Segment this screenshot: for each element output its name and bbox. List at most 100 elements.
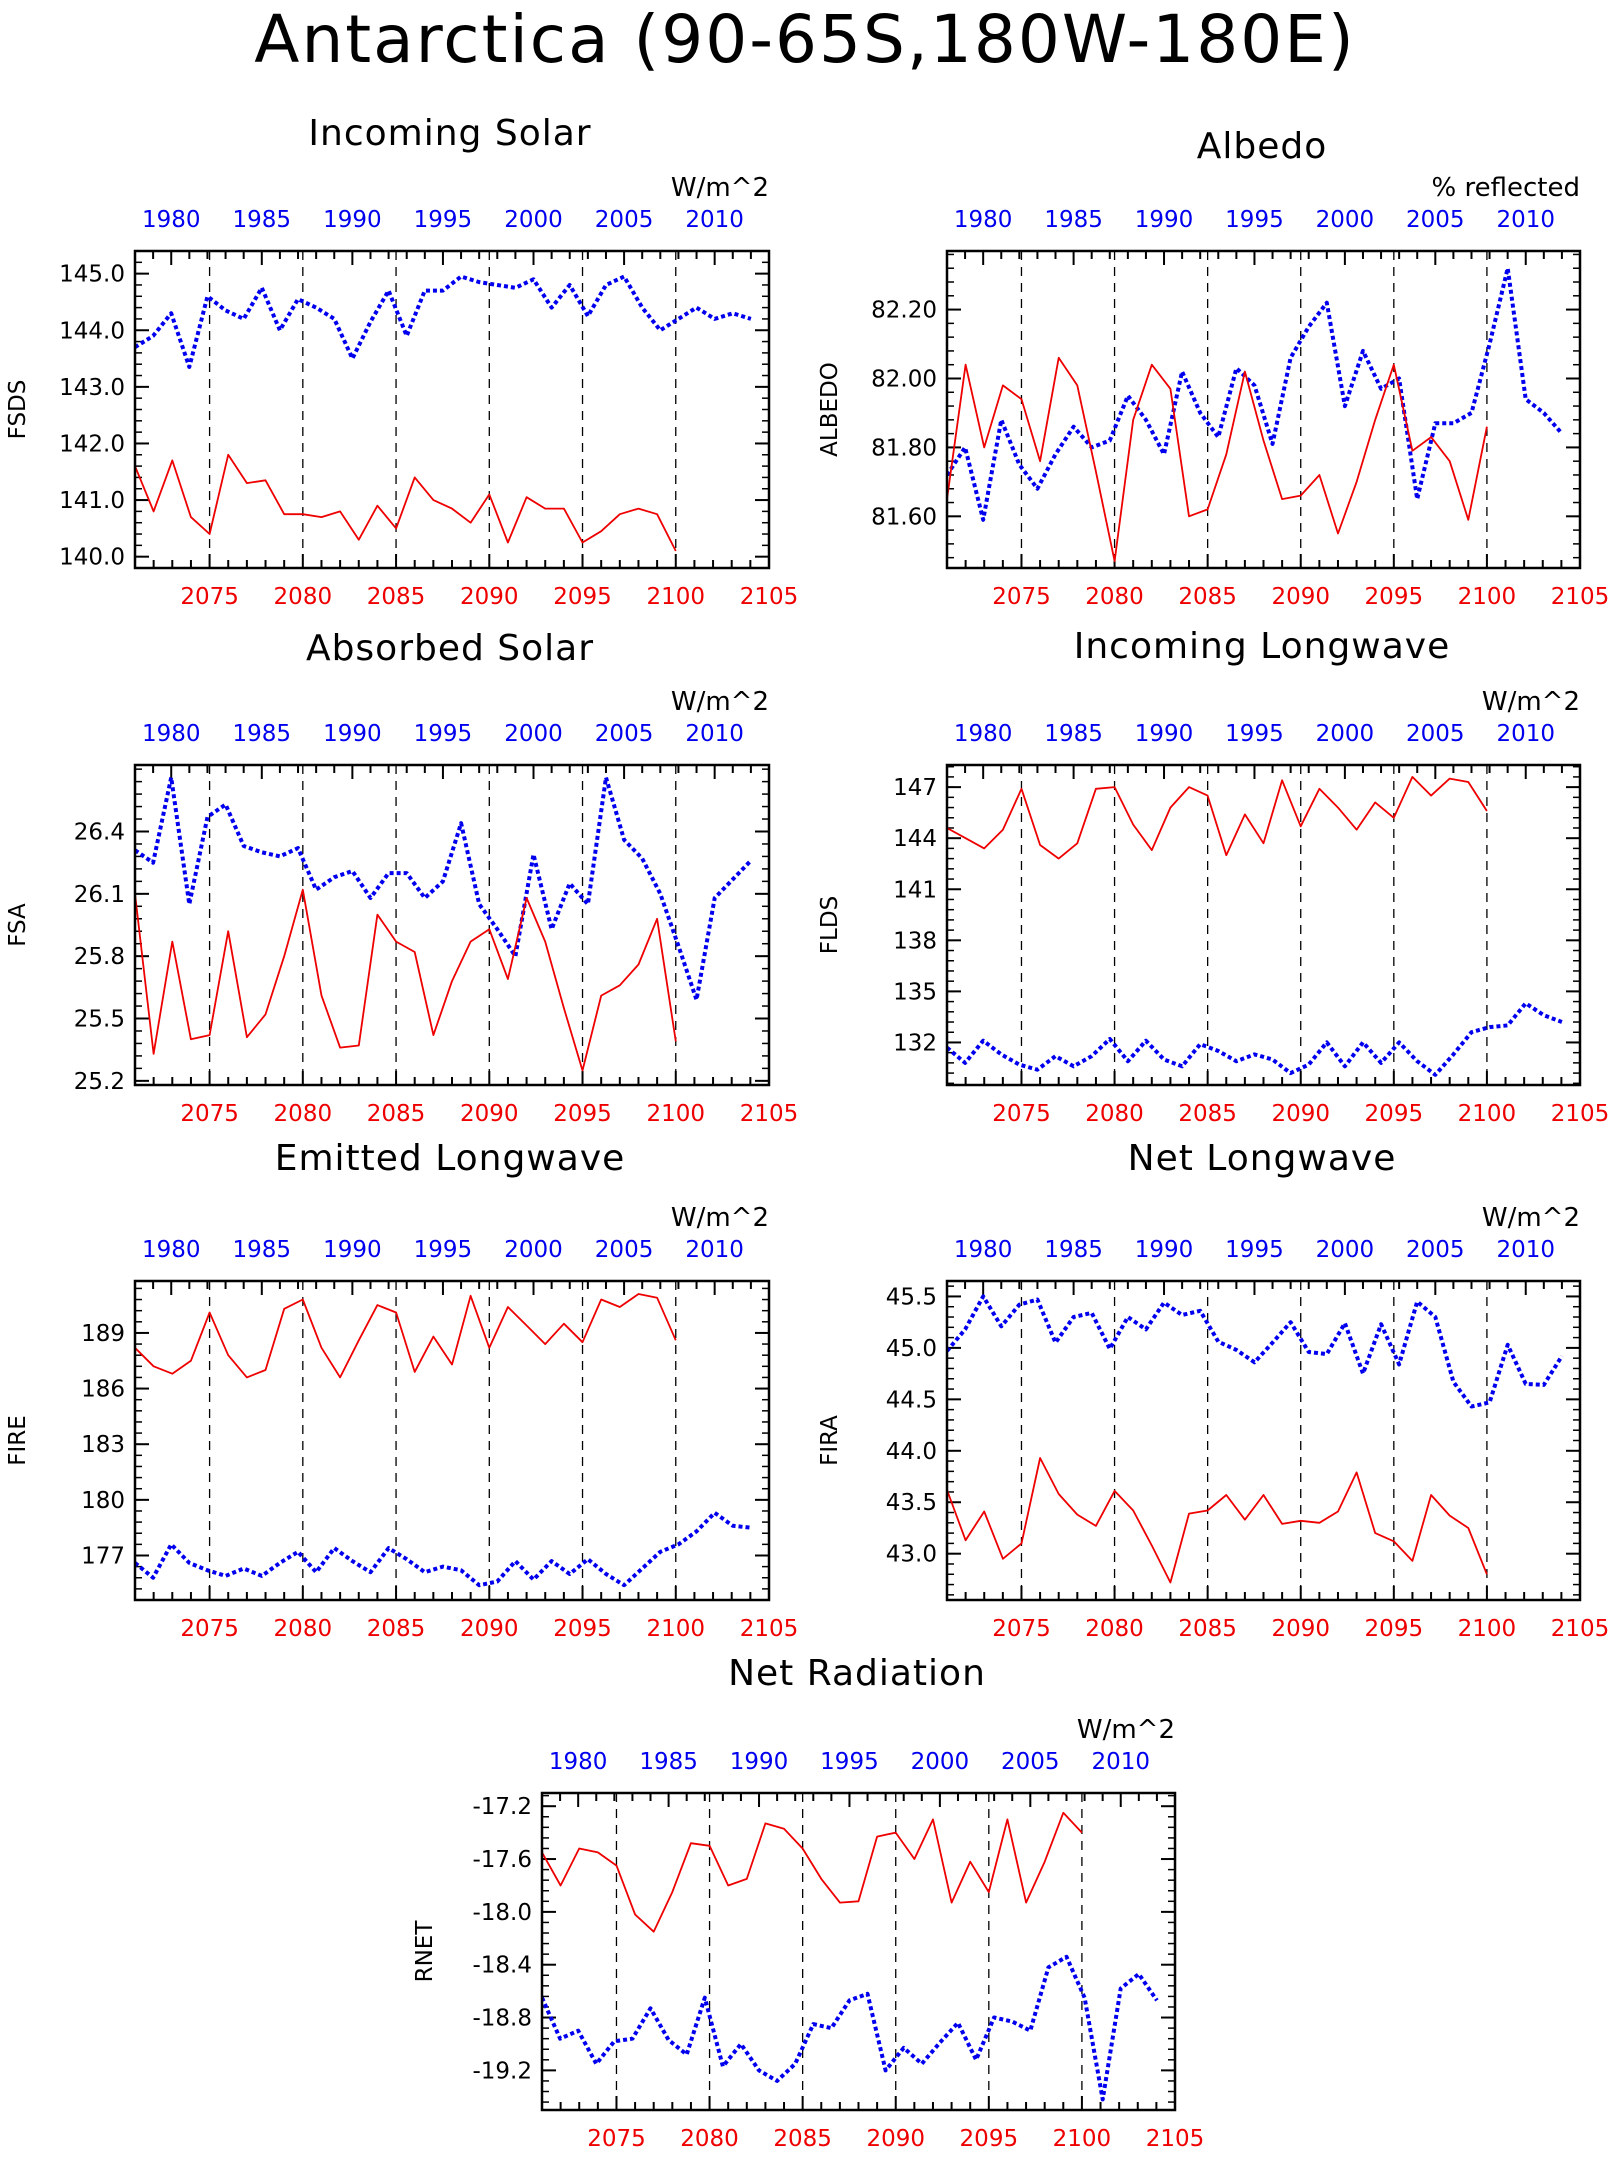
x-tick-label-bottom: 2080 — [274, 1101, 333, 1127]
y-tick-label: 177 — [81, 1543, 125, 1569]
panel-6: Net Radiation W/m^2 -19.2 -18.8 -18.4 -18.0 -1… — [412, 1653, 1204, 2152]
y-tick-label: 144.0 — [59, 318, 125, 344]
y-tick-label: 138 — [893, 928, 937, 954]
panel-2: Absorbed Solar W/m^2 25.2 25.5 25.8 26.1 26.4 F… — [5, 628, 798, 1127]
x-tick-label-bottom: 2085 — [367, 584, 426, 610]
y-tick-label: 144 — [893, 826, 937, 852]
plot-frame — [133, 249, 771, 570]
x-tick-label-top: 1980 — [954, 721, 1013, 747]
y-tick-label: 183 — [81, 1432, 125, 1458]
y-axis-label: FLDS — [817, 896, 843, 954]
x-tick-label-bottom: 2095 — [553, 1616, 612, 1642]
y-axis-label: FSA — [5, 903, 31, 947]
y-tick-label: 43.5 — [886, 1490, 937, 1516]
y-tick-label: 81.80 — [871, 435, 937, 461]
series-line-reference — [135, 1293, 677, 1379]
series-line-model — [947, 266, 1564, 522]
x-tick-label-bottom: 2085 — [367, 1616, 426, 1642]
x-tick-label-bottom: 2075 — [587, 2126, 646, 2152]
y-tick-label: 82.00 — [871, 366, 937, 392]
x-tick-label-top: 1995 — [414, 721, 473, 747]
y-tick-label: -18.0 — [472, 1900, 532, 1926]
series-line-model — [947, 1294, 1564, 1409]
units-label: W/m^2 — [671, 687, 769, 717]
x-tick-label-top: 1990 — [1135, 207, 1194, 233]
plot-frame — [133, 763, 771, 1087]
x-tick-label-top: 1985 — [233, 207, 292, 233]
x-tick-label-top: 2000 — [1316, 721, 1375, 747]
x-tick-label-bottom: 2105 — [1551, 1616, 1610, 1642]
y-tick-label: 132 — [893, 1030, 937, 1056]
y-tick-label: -17.6 — [472, 1847, 532, 1873]
x-tick-label-bottom: 2105 — [740, 584, 799, 610]
x-tick-label-top: 2005 — [1406, 1237, 1465, 1263]
x-tick-label-top: 2005 — [595, 721, 654, 747]
x-tick-label-bottom: 2080 — [680, 2126, 739, 2152]
panel-title: Emitted Longwave — [275, 1138, 626, 1179]
series-line-model — [135, 274, 752, 369]
y-tick-label: 45.0 — [886, 1336, 937, 1362]
x-tick-label-bottom: 2090 — [460, 1616, 519, 1642]
x-tick-label-bottom: 2075 — [992, 584, 1051, 610]
series-line-reference — [135, 888, 677, 1072]
x-tick-label-bottom: 2085 — [773, 2126, 832, 2152]
x-tick-label-top: 1980 — [954, 1237, 1013, 1263]
y-tick-label: 143.0 — [59, 375, 125, 401]
x-tick-label-bottom: 2095 — [1365, 1616, 1424, 1642]
panel-5: Net Longwave W/m^2 43.0 43.5 44.0 44.5 45.0 45.… — [817, 1138, 1609, 1642]
x-tick-label-top: 1985 — [1044, 1237, 1103, 1263]
x-tick-label-bottom: 2090 — [1271, 1101, 1330, 1127]
x-tick-label-top: 1985 — [233, 1237, 292, 1263]
units-label: W/m^2 — [1077, 1715, 1175, 1745]
y-tick-label: 82.20 — [871, 298, 937, 324]
plot-frame — [945, 763, 1582, 1087]
x-tick-label-top: 1980 — [142, 1237, 201, 1263]
y-tick-label: 25.8 — [74, 944, 125, 970]
y-tick-label: 44.0 — [886, 1439, 937, 1465]
series-line-reference — [947, 356, 1488, 562]
x-tick-label-bottom: 2100 — [1458, 584, 1517, 610]
x-tick-label-bottom: 2075 — [180, 1616, 239, 1642]
x-tick-label-top: 1995 — [1225, 1237, 1284, 1263]
y-axis-label: RNET — [412, 1920, 438, 1983]
x-tick-label-bottom: 2100 — [646, 1101, 705, 1127]
x-tick-label-bottom: 2095 — [960, 2126, 1019, 2152]
panel-0: Incoming Solar W/m^2 140.0 141.0 142.0 143.0 1… — [5, 113, 798, 610]
series-line-model — [135, 1510, 752, 1588]
x-tick-label-top: 2010 — [1496, 721, 1555, 747]
units-label: W/m^2 — [671, 173, 769, 203]
plot-frame — [540, 1791, 1177, 2112]
x-tick-label-top: 2005 — [1406, 721, 1465, 747]
x-tick-label-bottom: 2075 — [992, 1616, 1051, 1642]
y-tick-label: 141 — [893, 877, 937, 903]
x-tick-label-bottom: 2100 — [1053, 2126, 1112, 2152]
x-tick-label-bottom: 2075 — [992, 1101, 1051, 1127]
y-tick-label: 140.0 — [59, 545, 125, 571]
x-tick-label-top: 1990 — [730, 1749, 789, 1775]
x-tick-label-top: 1985 — [1044, 721, 1103, 747]
x-tick-label-top: 2010 — [1091, 1749, 1150, 1775]
x-tick-label-top: 2010 — [1496, 1237, 1555, 1263]
x-tick-label-bottom: 2095 — [1365, 584, 1424, 610]
panel-title: Incoming Longwave — [1074, 626, 1451, 667]
x-tick-label-bottom: 2080 — [1085, 1616, 1144, 1642]
x-tick-label-top: 2000 — [1316, 207, 1375, 233]
y-tick-label: 44.5 — [886, 1387, 937, 1413]
x-tick-label-bottom: 2095 — [553, 584, 612, 610]
x-tick-label-bottom: 2105 — [740, 1616, 799, 1642]
x-tick-label-top: 1980 — [549, 1749, 608, 1775]
panel-title: Incoming Solar — [308, 113, 591, 154]
panel-title: Net Longwave — [1128, 1138, 1397, 1179]
y-axis-label: FIRE — [5, 1415, 31, 1466]
x-tick-label-top: 1995 — [1225, 207, 1284, 233]
x-tick-label-bottom: 2095 — [553, 1101, 612, 1127]
panels: Incoming Solar W/m^2 140.0 141.0 142.0 143.0 1… — [5, 113, 1609, 2152]
x-tick-label-bottom: 2100 — [1458, 1101, 1517, 1127]
main-title: Antarctica (90-65S,180W-180E) — [254, 1, 1355, 78]
x-tick-label-bottom: 2105 — [740, 1101, 799, 1127]
x-tick-label-top: 2010 — [685, 1237, 744, 1263]
x-tick-label-bottom: 2095 — [1365, 1101, 1424, 1127]
x-tick-label-bottom: 2085 — [1178, 1616, 1237, 1642]
x-tick-label-top: 2005 — [595, 207, 654, 233]
